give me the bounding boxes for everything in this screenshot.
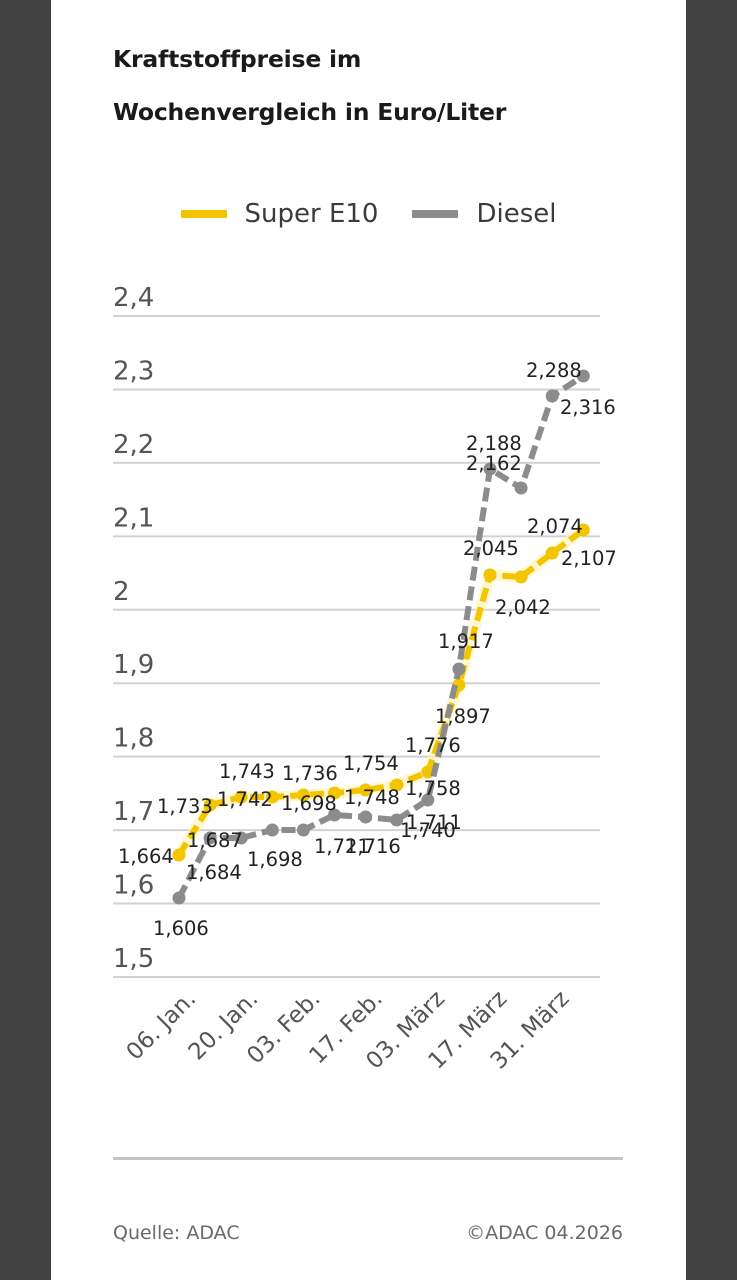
source-label: Quelle: ADAC [113,1222,240,1244]
y-tick-label: 2,1 [113,503,154,533]
diesel-data-label: 1,684 [186,861,242,884]
y-tick-label: 2,3 [113,356,154,386]
super-e10-point [359,783,373,797]
super-e10-point [172,848,186,862]
diesel-data-label: 2,288 [526,359,582,382]
diesel-data-label: 1,917 [438,630,494,653]
diesel-data-label: 1,606 [153,917,209,940]
super-e10-data-label: 1,733 [157,795,213,818]
super-e10-point [576,523,590,537]
super-e10-point [265,790,279,804]
diesel-point [265,823,279,837]
diesel-data-label: 1,698 [281,792,337,815]
chart-title-line-2: Wochenvergleich in Euro/Liter [113,98,507,126]
diesel-point [452,662,466,676]
diesel-point [172,891,186,905]
super-e10-data-label: 2,045 [463,537,519,560]
diesel-swatch-icon [412,210,459,218]
y-tick-label: 1,7 [113,797,154,827]
legend-label-super-e10: Super E10 [244,199,379,229]
super-e10-point [234,790,248,804]
copyright-label: ©ADAC 04.2026 [466,1222,623,1244]
diesel-data-label: 2,162 [466,452,522,475]
diesel-point [234,831,248,845]
super-e10-point [483,568,497,582]
diesel-point [328,808,341,822]
diesel-line [176,373,585,900]
diesel-point [483,462,497,476]
chart-card: Kraftstoffpreise im Wochenvergleich in E… [51,0,686,1280]
diesel-point [545,389,559,403]
super-e10-data-label: 2,074 [527,515,583,538]
chart-legend: Super E10 Diesel [51,192,686,236]
super-e10-data-label: 1,754 [343,752,399,775]
y-tick-label: 1,5 [113,944,154,974]
chart-title-line-1: Kraftstoffpreise im [113,45,362,73]
legend-item-diesel: Diesel [412,199,556,229]
y-tick-label: 1,6 [113,871,154,901]
diesel-data-label: 1,687 [187,829,243,852]
y-tick-label: 1,8 [113,724,154,754]
y-tick-label: 1,9 [113,650,154,680]
super-e10-point [390,778,404,792]
super-e10-data-label: 2,107 [561,547,617,570]
chart-footer: Quelle: ADAC ©ADAC 04.2026 [113,1222,623,1244]
super-e10-data-label: 1,743 [219,760,275,783]
y-tick-label: 2,2 [113,430,154,460]
super-e10-data-label: 1,664 [118,845,174,868]
diesel-point [421,793,435,807]
diesel-point [514,481,528,495]
super-e10-data-label: 1,742 [217,788,273,811]
super-e10-point [203,798,217,812]
diesel-point [576,369,590,383]
legend-label-diesel: Diesel [476,199,557,229]
diesel-data-label: 1,716 [345,835,401,858]
super-e10-data-label: 1,776 [405,734,461,757]
diesel-data-label: 2,316 [560,396,616,419]
super-e10-point [296,788,310,802]
y-tick-label: 2,4 [113,283,154,313]
diesel-point [296,823,310,837]
diesel-point [203,831,217,845]
super-e10-data-label: 1,748 [344,786,400,809]
super-e10-data-label: 1,736 [282,762,338,785]
super-e10-data-label: 2,042 [495,596,551,619]
diesel-point [359,810,373,824]
diesel-point [390,813,404,827]
super-e10-point [545,546,559,560]
diesel-data-label: 1,698 [247,848,303,871]
legend-item-super-e10: Super E10 [180,199,379,229]
y-tick-label: 2 [113,577,130,607]
diesel-data-label: 1,721 [314,835,370,858]
super-e10-data-label: 1,758 [405,777,461,800]
diesel-data-label: 2,188 [466,432,522,455]
super-e10-point [328,786,341,800]
footer-divider [113,1157,623,1160]
diesel-data-label: 1,711 [406,811,462,834]
chart-title: Kraftstoffpreise im Wochenvergleich in E… [113,33,633,139]
diesel-data-label: 1,740 [400,819,456,842]
super-e10-swatch-icon [180,210,227,218]
line-chart: 2,42,32,22,121,91,81,71,61,506. Jan.20. … [113,283,617,1075]
super-e10-data-label: 1,897 [435,705,491,728]
super-e10-point [514,570,528,584]
